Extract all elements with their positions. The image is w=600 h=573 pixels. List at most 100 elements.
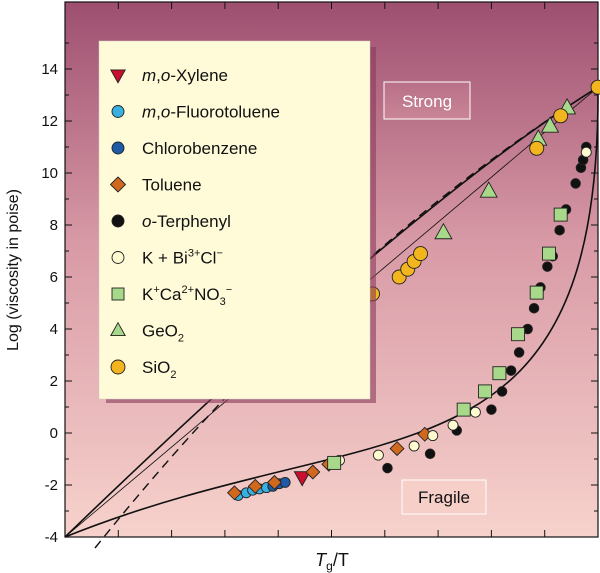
x-axis-label-tail: /T	[333, 550, 349, 570]
point-kcano3	[327, 455, 342, 470]
legend-label-part: ,	[156, 66, 161, 85]
point-o-terphenyl	[505, 365, 517, 376]
point-o-terphenyl	[424, 448, 436, 460]
legend-label-part: m	[142, 103, 156, 122]
point-o-terphenyl	[382, 462, 393, 474]
legend-marker-kbicl	[111, 251, 125, 264]
legend-label-sio2: SiO2	[142, 358, 176, 381]
point-kcano3	[542, 246, 556, 261]
y-tick-label: 0	[50, 425, 58, 442]
y-tick-label: 2	[50, 373, 58, 390]
legend-marker-toluene	[109, 176, 127, 193]
point-kcano3	[511, 327, 525, 342]
legend-label-o-terphenyl: o-Terphenyl	[142, 212, 231, 231]
legend-label-part: K + Bi	[142, 249, 188, 268]
legend-label-part: 2	[170, 369, 176, 381]
y-tick-label: 8	[50, 217, 58, 234]
point-geo2	[434, 222, 453, 240]
legend-label-part: +	[153, 284, 159, 296]
legend-label-chlorobenzene: Chlorobenzene	[142, 139, 257, 158]
strong-label-box	[383, 81, 471, 120]
legend-label-part: GeO	[142, 322, 178, 341]
y-tick-label: -4	[45, 529, 58, 546]
point-kcano3	[553, 207, 568, 222]
fragile-fit-curve	[64, 87, 599, 538]
legend-label-part: K	[142, 285, 154, 304]
legend-label-kbicl: K + Bi3+Cl−	[142, 248, 223, 268]
legend-label-part: 2	[178, 333, 184, 345]
point-toluene	[226, 485, 243, 501]
point-o-terphenyl	[496, 386, 508, 397]
y-axis-ticks	[65, 42, 598, 538]
legend-label-part: -Fluorotoluene	[170, 103, 280, 122]
point-sio2	[590, 79, 600, 95]
point-kcano3	[478, 384, 492, 399]
point-kbicl	[447, 419, 459, 431]
strong-label: Strong	[402, 92, 452, 111]
point-o-terphenyl	[486, 404, 497, 415]
point-kbicl	[427, 430, 439, 442]
point-o-terphenyl	[528, 302, 540, 314]
point-o-terphenyl	[542, 261, 553, 272]
point-kbicl	[372, 449, 384, 461]
point-sio2	[529, 140, 545, 156]
point-toluene	[266, 474, 282, 490]
point-geo2	[540, 116, 560, 133]
y-tick-label: 10	[41, 165, 58, 182]
legend-marker-geo2	[110, 321, 126, 337]
point-kbicl	[580, 146, 592, 158]
point-o-terphenyl	[513, 347, 525, 358]
y-tick-label: -2	[45, 477, 58, 494]
legend-marker-kcano3	[111, 287, 125, 301]
legend-label-part: Toluene	[142, 176, 202, 195]
legend-marker-mo-fluorotoluene	[111, 105, 125, 118]
point-sio2	[413, 246, 428, 262]
point-toluene	[389, 441, 405, 457]
x-axis-label: Tg/T	[315, 550, 349, 573]
fragile-label: Fragile	[418, 488, 470, 507]
legend-marker-o-terphenyl	[111, 214, 125, 228]
legend-label-part: 3+	[188, 248, 201, 260]
legend-label-mo-fluorotoluene: m,o-Fluorotoluene	[142, 103, 280, 122]
legend-label-part: Cl	[200, 249, 216, 268]
legend-label-part: m	[142, 66, 156, 85]
legend-label-mo-xylene: m,o-Xylene	[142, 66, 228, 85]
y-tick-label: 14	[41, 61, 58, 78]
x-axis-ticks	[117, 2, 546, 537]
legend-label-part: -Xylene	[170, 66, 228, 85]
point-toluene	[305, 464, 321, 480]
legend-label-kcano3: K+Ca2+NO3−	[142, 284, 232, 308]
point-o-terphenyl	[570, 178, 581, 189]
legend-label-part: -Terphenyl	[151, 212, 230, 231]
legend-label-part: SiO	[142, 358, 170, 377]
legend-label-part: o	[161, 66, 170, 85]
point-kbicl	[469, 406, 481, 418]
y-axis-tick-labels: -4 -2 0 2 4 6 8 10 12 14	[41, 61, 58, 546]
fragile-label-box	[401, 479, 487, 515]
legend-label-toluene: Toluene	[142, 176, 202, 195]
legend-label-part: −	[226, 284, 232, 296]
point-kcano3	[492, 366, 507, 381]
point-geo2	[479, 181, 498, 198]
legend-marker-chlorobenzene	[111, 141, 125, 155]
point-toluene	[247, 478, 263, 494]
point-kcano3	[456, 402, 471, 417]
point-kbicl	[408, 440, 420, 452]
legend-label-part: o	[142, 212, 151, 231]
x-axis-label-sub: g	[326, 559, 333, 573]
y-axis-label: Log (viscosity in poise)	[5, 189, 22, 351]
legend-label-part: NO	[194, 285, 220, 304]
legend: m,o-Xylenem,o-FluorotolueneChlorobenzene…	[109, 66, 280, 381]
legend-label-part: 2+	[182, 284, 195, 296]
legend-label-part: 3	[220, 296, 226, 308]
y-tick-label: 6	[50, 269, 58, 286]
legend-label-part: Ca	[160, 285, 182, 304]
y-tick-label: 4	[50, 321, 58, 338]
legend-label-geo2: GeO2	[142, 322, 184, 345]
point-kcano3	[529, 285, 544, 300]
legend-label-part: ,	[156, 103, 161, 122]
legend-label-part: o	[161, 103, 170, 122]
point-sio2	[553, 108, 569, 124]
legend-marker-mo-xylene	[110, 69, 126, 84]
